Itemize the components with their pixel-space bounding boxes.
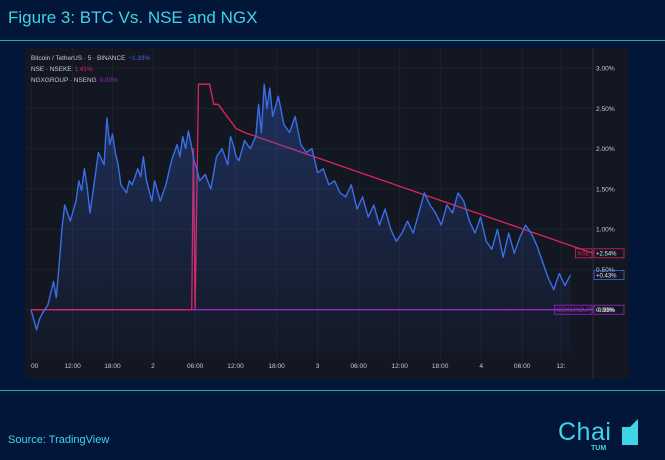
- legend-ngx-change: 0.00%: [99, 77, 118, 84]
- x-tick-label: 2: [151, 363, 155, 370]
- y-tick-label: 2.00%: [596, 146, 615, 153]
- x-tick-label: 06:00: [187, 363, 204, 370]
- ngx-symbol-tag-text: NGXGROUP: [556, 308, 591, 314]
- legend-btc-change: −1.33%: [128, 55, 151, 62]
- x-tick-label: 18:00: [104, 363, 121, 370]
- chaitum-logo: Chai TUM: [558, 418, 638, 452]
- legend-btc[interactable]: Bitcoin / TetherUS · 5 · BINANCE −1.33%: [31, 53, 150, 64]
- btc-series-line[interactable]: [30, 83, 572, 331]
- legend-nse[interactable]: NSE · NSEKE 1.41%: [31, 64, 150, 75]
- nse-value-badge-text: +2.54%: [596, 252, 617, 258]
- figure-title: Figure 3: BTC Vs. NSE and NGX: [8, 8, 258, 27]
- legend-ngx-label: NGXGROUP · NSENG: [31, 77, 97, 84]
- chart-panel[interactable]: 3.00% 2.50% 2.00% 1.50% 1.00% 0.50% 0.00% 00 12…: [25, 48, 629, 379]
- legend-nse-change: 1.41%: [74, 66, 93, 73]
- ngx-symbol-tag: [554, 304, 593, 315]
- y-tick-label: 1.50%: [596, 186, 615, 193]
- x-tick-label: 4: [479, 363, 483, 370]
- chart-legend: Bitcoin / TetherUS · 5 · BINANCE −1.33% N…: [31, 53, 150, 86]
- bottom-divider: [0, 390, 665, 391]
- legend-btc-label: Bitcoin / TetherUS · 5 · BINANCE: [31, 55, 126, 62]
- price-chart[interactable]: 3.00%2.50%2.00%1.50%1.00%0.50%0.00% 00 12…: [25, 48, 629, 379]
- btc-value-badge: [593, 270, 625, 280]
- legend-ngx[interactable]: NGXGROUP · NSENG 0.00%: [31, 75, 150, 86]
- y-tick-label: 3.00%: [596, 66, 615, 73]
- logo-wordmark: Chai: [558, 418, 612, 446]
- y-tick-label: 2.50%: [596, 106, 615, 113]
- nse-value-badge: [593, 248, 625, 259]
- logo-bar-icon: [622, 419, 638, 445]
- btc-area-fill: [31, 84, 571, 354]
- x-tick-label: 12:00: [391, 363, 408, 370]
- x-tick-label: 3: [316, 363, 320, 370]
- source-note: Source: TradingView: [8, 434, 110, 446]
- x-tick-label: 06:00: [514, 363, 531, 370]
- btc-value-badge-text: +0.43%: [596, 273, 617, 279]
- logo-subtext: TUM: [591, 445, 607, 452]
- y-tick-label: 1.00%: [596, 227, 615, 234]
- x-tick-label: 12:00: [227, 363, 244, 370]
- nse-symbol-tag-text: NSE: [577, 252, 589, 258]
- y-tick-label: 0.00%: [596, 307, 615, 314]
- top-divider: [0, 40, 665, 41]
- x-tick-label: 00: [31, 363, 39, 370]
- ngx-value-badge-text: -0.96%: [596, 308, 616, 314]
- nse-symbol-tag: [575, 248, 593, 259]
- x-tick-label: 18:00: [432, 363, 449, 370]
- x-tick-label: 06:00: [350, 363, 367, 370]
- x-tick-label: 18:00: [268, 363, 285, 370]
- x-tick-label: 12:: [556, 363, 565, 370]
- x-tick-label: 12:00: [64, 363, 81, 370]
- legend-nse-label: NSE · NSEKE: [31, 66, 72, 73]
- ngx-value-badge: [593, 304, 625, 315]
